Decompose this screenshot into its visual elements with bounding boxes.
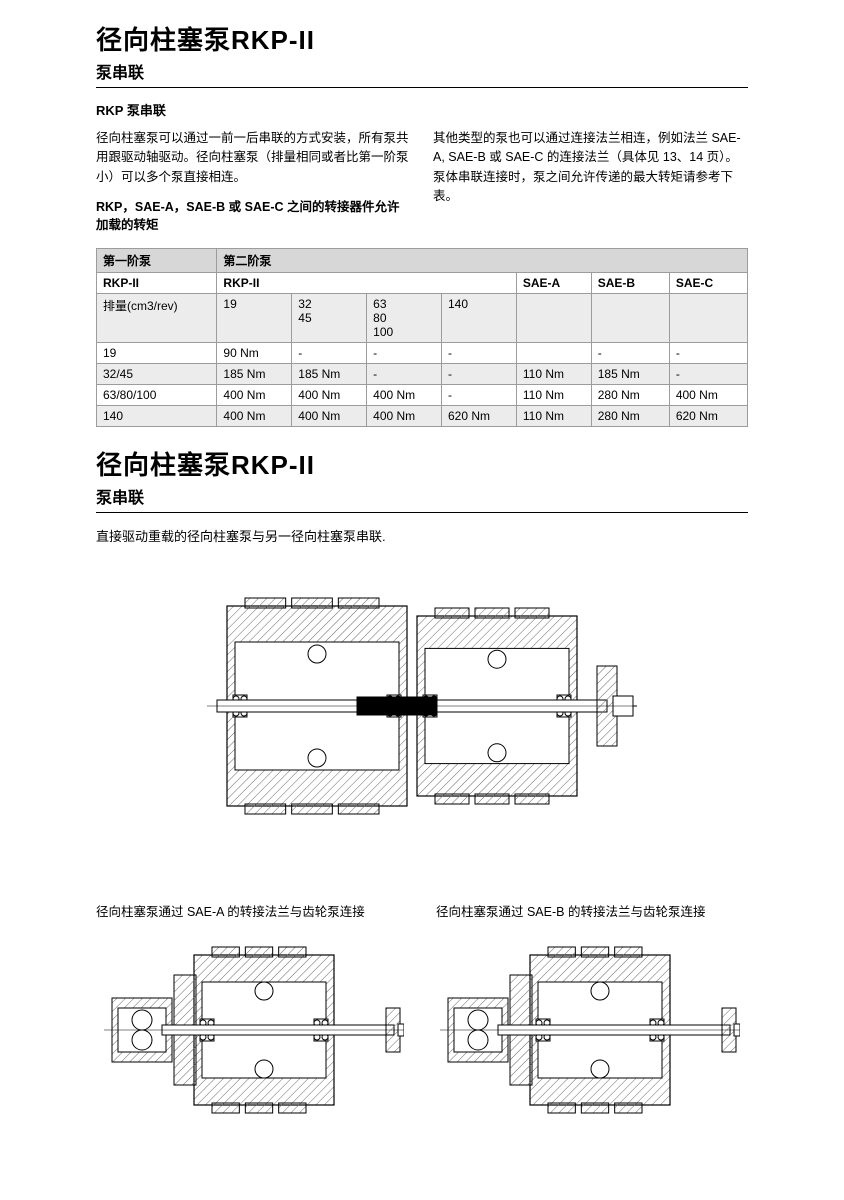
table-row: 1990 Nm----- <box>97 343 748 364</box>
cell: - <box>442 385 517 406</box>
cell: 185 Nm <box>217 364 292 385</box>
cell: 185 Nm <box>591 364 669 385</box>
cell <box>516 343 591 364</box>
cell: 185 Nm <box>292 364 367 385</box>
cell: 280 Nm <box>591 406 669 427</box>
disp-63-80-100: 63 80 100 <box>367 294 442 343</box>
section-head: RKP 泵串联 <box>96 100 748 119</box>
cell: 400 Nm <box>669 385 747 406</box>
cell: 620 Nm <box>669 406 747 427</box>
divider <box>96 87 748 88</box>
intro-text-2: 直接驱动重载的径向柱塞泵与另一径向柱塞泵串联. <box>96 527 748 548</box>
cell: 400 Nm <box>217 385 292 406</box>
cell: 110 Nm <box>516 406 591 427</box>
disp-19: 19 <box>217 294 292 343</box>
page-title-2: 径向柱塞泵RKP-II <box>96 445 748 482</box>
th-rkp2-1: RKP-II <box>97 273 217 294</box>
disp-32-45: 32 45 <box>292 294 367 343</box>
cell: - <box>367 364 442 385</box>
th-group-1: 第一阶泵 <box>97 249 217 273</box>
figure-sae-a <box>104 926 404 1131</box>
cell: 400 Nm <box>292 406 367 427</box>
page-subtitle-2: 泵串联 <box>96 484 748 508</box>
figure-main-cross-section <box>207 556 637 861</box>
cell: - <box>669 343 747 364</box>
divider-2 <box>96 512 748 513</box>
page-subtitle-1: 泵串联 <box>96 59 748 83</box>
cell: - <box>367 343 442 364</box>
intro-left: 径向柱塞泵可以通过一前一后串联的方式安装，所有泵共用跟驱动轴驱动。径向柱塞泵（排… <box>96 129 411 234</box>
caption-sae-a: 径向柱塞泵通过 SAE-A 的转接法兰与齿轮泵连接 <box>96 901 408 920</box>
adapter-note: RKP，SAE-A，SAE-B 或 SAE-C 之间的转接器件允许加载的转矩 <box>96 199 411 234</box>
cell: 110 Nm <box>516 364 591 385</box>
th-sae-c: SAE-C <box>669 273 747 294</box>
cell: 400 Nm <box>367 385 442 406</box>
cell: - <box>442 364 517 385</box>
cell: 620 Nm <box>442 406 517 427</box>
cell: 280 Nm <box>591 385 669 406</box>
cell: 140 <box>97 406 217 427</box>
figure-sae-b <box>440 926 740 1131</box>
cell: 19 <box>97 343 217 364</box>
cell: 400 Nm <box>367 406 442 427</box>
table-row: 63/80/100400 Nm400 Nm400 Nm-110 Nm280 Nm… <box>97 385 748 406</box>
cell: - <box>442 343 517 364</box>
th-rkp2-2: RKP-II <box>217 273 516 294</box>
cell: - <box>669 364 747 385</box>
disp-label: 排量(cm3/rev) <box>97 294 217 343</box>
cell: 400 Nm <box>292 385 367 406</box>
th-sae-b: SAE-B <box>591 273 669 294</box>
page-title-1: 径向柱塞泵RKP-II <box>96 20 748 57</box>
cell: - <box>292 343 367 364</box>
intro-right: 其他类型的泵也可以通过连接法兰相连，例如法兰 SAE-A, SAE-B 或 SA… <box>433 129 748 234</box>
cell: - <box>591 343 669 364</box>
cell: 32/45 <box>97 364 217 385</box>
torque-table: 第一阶泵 第二阶泵 RKP-II RKP-II SAE-A SAE-B SAE-… <box>96 248 748 427</box>
caption-sae-b: 径向柱塞泵通过 SAE-B 的转接法兰与齿轮泵连接 <box>436 901 748 920</box>
th-group-2: 第二阶泵 <box>217 249 748 273</box>
table-row: 140400 Nm400 Nm400 Nm620 Nm110 Nm280 Nm6… <box>97 406 748 427</box>
cell: 63/80/100 <box>97 385 217 406</box>
cell: 400 Nm <box>217 406 292 427</box>
cell: 110 Nm <box>516 385 591 406</box>
cell: 90 Nm <box>217 343 292 364</box>
th-sae-a: SAE-A <box>516 273 591 294</box>
table-row: 32/45185 Nm185 Nm--110 Nm185 Nm- <box>97 364 748 385</box>
disp-140: 140 <box>442 294 517 343</box>
